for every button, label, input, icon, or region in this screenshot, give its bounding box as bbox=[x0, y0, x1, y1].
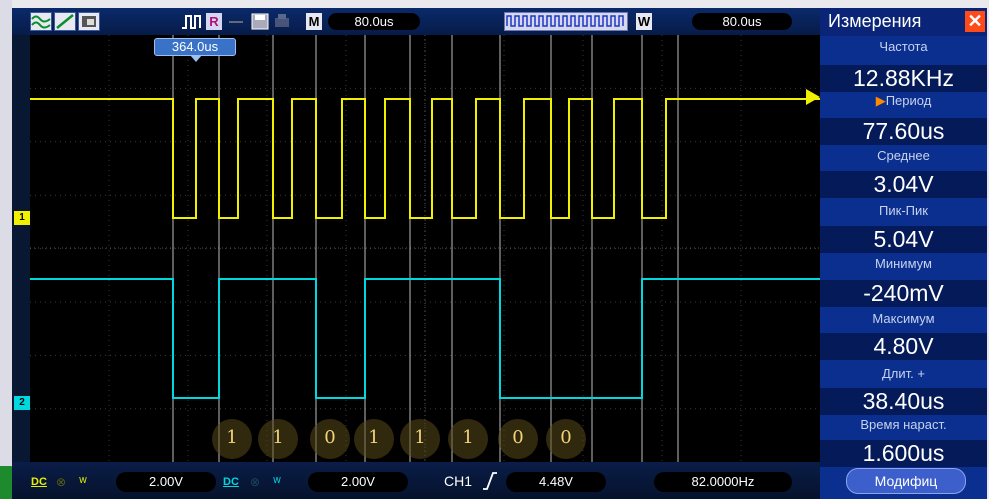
cursor-time-tag[interactable]: 364.0us bbox=[154, 38, 236, 56]
measure-label-frequency: Частота bbox=[879, 39, 928, 54]
measure-label-pos-width: Длит. + bbox=[882, 366, 925, 381]
decoded-bit: 0 bbox=[512, 427, 524, 448]
measure-label-mean: Среднее bbox=[877, 148, 930, 163]
dash-icon bbox=[227, 12, 245, 31]
left-strip bbox=[0, 0, 12, 499]
trigger-frequency: 82.0000Hz bbox=[654, 472, 792, 492]
channel-2-marker[interactable]: 2 bbox=[14, 396, 30, 410]
main-timebase-label: M bbox=[306, 13, 322, 30]
trigger-level[interactable]: 4.48V bbox=[506, 472, 606, 492]
measure-value-min[interactable]: -240mV bbox=[820, 280, 987, 307]
main-timebase-value[interactable]: 80.0us bbox=[328, 13, 420, 30]
bottom-status-bar: DC ⊗ ᵂ 2.00V DC ⊗ ᵂ 2.00V CH1 4.48V 82.0… bbox=[12, 462, 820, 499]
panel-header: Измерения ✕ bbox=[820, 8, 987, 36]
trend-icon[interactable] bbox=[54, 12, 76, 31]
decoded-bit: 0 bbox=[324, 427, 336, 448]
bit-glow bbox=[212, 419, 252, 459]
measurements-panel: Измерения ✕ Частота 12.88KHz ▶Период 77.… bbox=[820, 8, 987, 499]
ch1-volts-div[interactable]: 2.00V bbox=[116, 472, 216, 492]
measure-label-max: Максимум bbox=[872, 311, 935, 326]
bit-glow bbox=[448, 419, 488, 459]
decoded-bit: 1 bbox=[414, 427, 426, 448]
window-timebase-label: W bbox=[636, 13, 652, 30]
ch1-coupling-label[interactable]: DC bbox=[31, 476, 47, 488]
save-icon[interactable] bbox=[250, 12, 270, 31]
ch1-bandwidth-icon[interactable]: ᵂ bbox=[79, 475, 87, 489]
channel-1-marker[interactable]: 1 bbox=[14, 211, 30, 225]
pulse-icon[interactable] bbox=[180, 12, 204, 31]
decoded-bit: 1 bbox=[272, 427, 284, 448]
measure-value-period[interactable]: 77.60us bbox=[820, 118, 987, 145]
ch1-invert-icon[interactable]: ⊗ bbox=[55, 475, 67, 489]
bit-glow bbox=[546, 419, 586, 459]
measure-label-pk-pk: Пик-Пик bbox=[879, 203, 928, 218]
panel-title: Измерения bbox=[828, 11, 922, 31]
ch2-invert-icon[interactable]: ⊗ bbox=[249, 475, 261, 489]
trigger-source[interactable]: CH1 bbox=[444, 473, 473, 489]
decoded-bit: 1 bbox=[226, 427, 238, 448]
decoded-bit: 1 bbox=[368, 427, 380, 448]
selected-arrow-icon: ▶ bbox=[875, 93, 886, 108]
measure-value-pos-width[interactable]: 38.40us bbox=[820, 388, 987, 415]
print-icon[interactable] bbox=[272, 12, 292, 31]
bit-glow bbox=[310, 419, 350, 459]
waveform-display[interactable]: 364.0us 1 1 0 1 1 1 0 0 bbox=[30, 35, 820, 462]
decoded-bit-glows bbox=[212, 419, 586, 459]
ch2-volts-div[interactable]: 2.00V bbox=[308, 472, 408, 492]
window-waveform-icon[interactable] bbox=[504, 12, 628, 31]
bit-glow bbox=[354, 419, 394, 459]
measure-value-mean[interactable]: 3.04V bbox=[820, 171, 987, 198]
bit-glow bbox=[400, 419, 440, 459]
channel-2-trace bbox=[30, 278, 820, 399]
decoded-bit: 1 bbox=[462, 427, 474, 448]
modify-button[interactable]: Модифиц bbox=[846, 468, 966, 494]
trigger-level-marker bbox=[806, 89, 820, 105]
ch2-bandwidth-icon[interactable]: ᵂ bbox=[273, 475, 281, 489]
measure-label-period: ▶Период bbox=[875, 93, 932, 108]
color-icon[interactable] bbox=[78, 12, 100, 31]
bit-glow bbox=[498, 419, 538, 459]
close-panel-button[interactable]: ✕ bbox=[965, 11, 985, 32]
measure-label-min: Минимум bbox=[875, 256, 932, 271]
ref-button[interactable]: R bbox=[206, 13, 222, 30]
measure-value-max[interactable]: 4.80V bbox=[820, 333, 987, 360]
measure-value-pk-pk[interactable]: 5.04V bbox=[820, 226, 987, 253]
measure-value-frequency[interactable]: 12.88KHz bbox=[820, 65, 987, 92]
top-toolbar: R M 80.0us W 80.0us bbox=[12, 8, 820, 35]
cursor-time-value: 364.0us bbox=[171, 39, 219, 54]
ch2-coupling-label[interactable]: DC bbox=[223, 476, 239, 488]
decoded-bit: 0 bbox=[560, 427, 572, 448]
measure-label-rise-time: Время нараст. bbox=[860, 417, 947, 432]
bit-glow bbox=[258, 419, 298, 459]
measure-value-rise-time[interactable]: 1.600us bbox=[820, 440, 987, 467]
cursor-pointer-icon bbox=[190, 55, 202, 62]
channel-1-trace bbox=[30, 98, 820, 219]
wave-icon[interactable] bbox=[30, 12, 52, 31]
rising-edge-icon bbox=[483, 472, 497, 490]
waveform-svg bbox=[30, 35, 820, 462]
window-timebase-value[interactable]: 80.0us bbox=[692, 13, 792, 30]
